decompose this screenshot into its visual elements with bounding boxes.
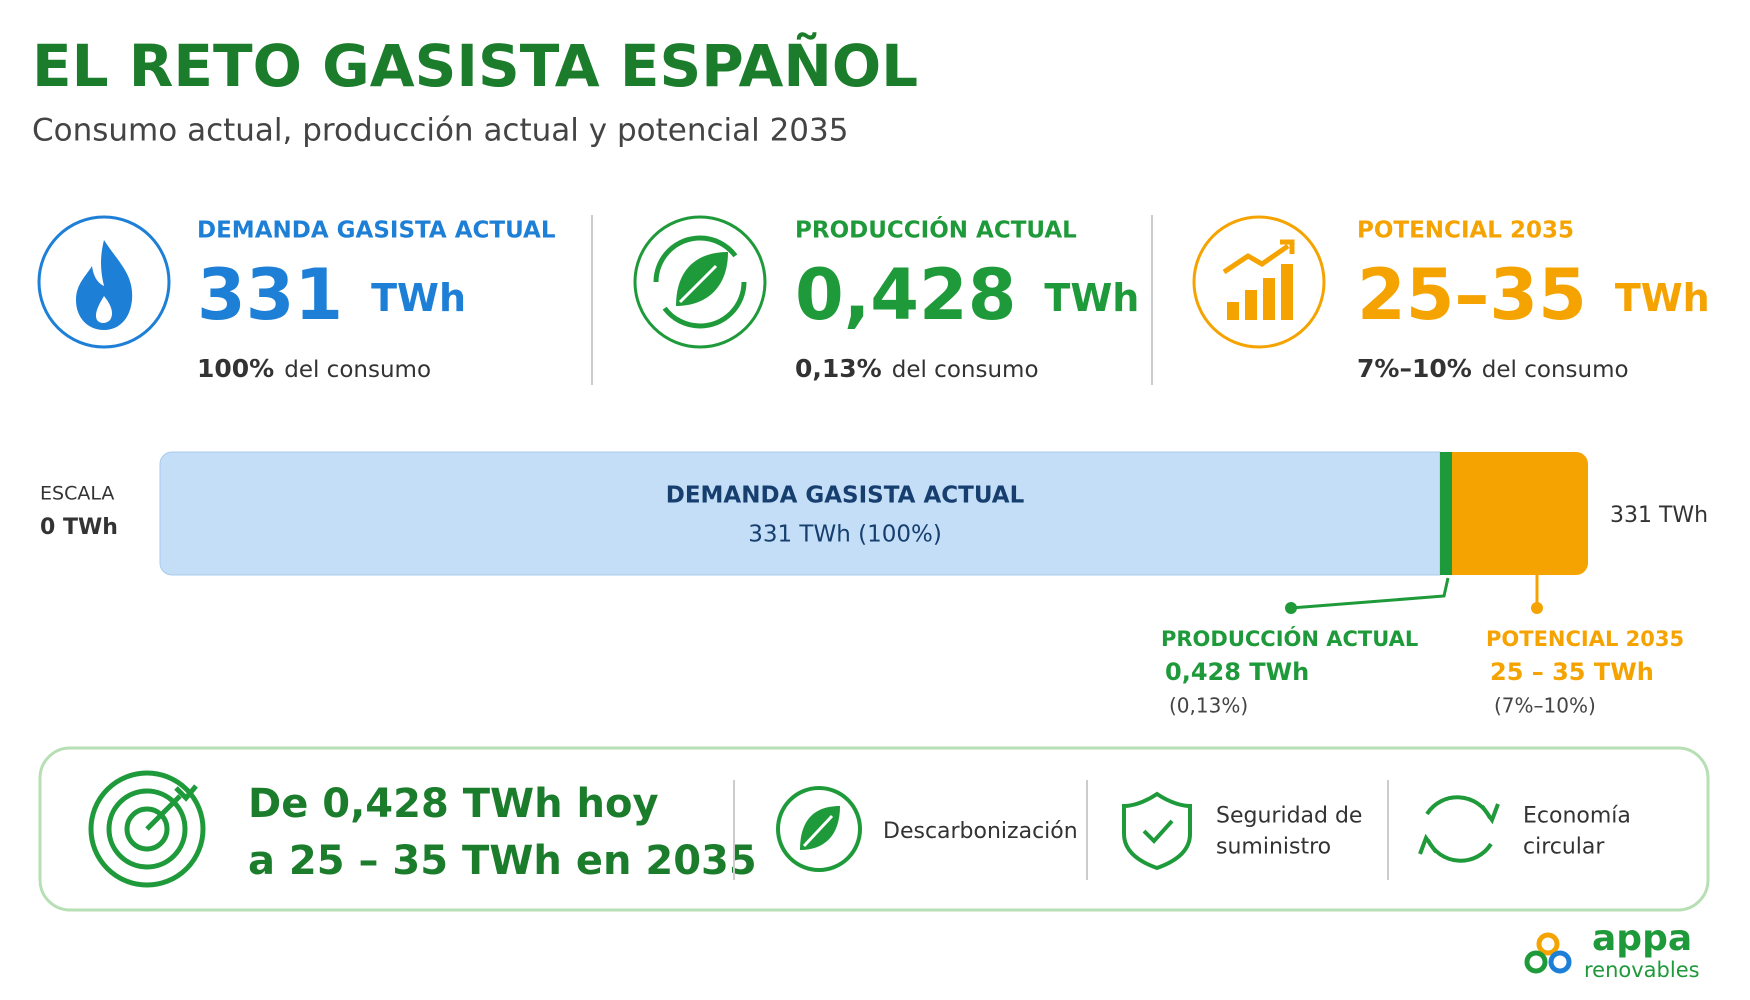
card-label: PRODUCCIÓN ACTUAL [795, 216, 1077, 244]
callout-dot [1531, 602, 1543, 614]
card-value-number: 331 [197, 254, 343, 336]
bar-production [1440, 452, 1452, 575]
card-value: 0,428 TWh [795, 254, 1139, 336]
recycle-icon [1418, 795, 1500, 863]
card-value: 331 TWh [197, 254, 466, 336]
card-share-number: 0,13% [795, 354, 882, 383]
card-share: 0,13% del consumo [795, 354, 1039, 383]
footer-box [38, 746, 1710, 912]
card-share-number: 7%–10% [1357, 354, 1472, 383]
card-share-text: del consumo [892, 357, 1039, 383]
leaf-icon [776, 786, 862, 872]
subtitle: Consumo actual, producción actual y pote… [32, 113, 848, 149]
scale-label: ESCALA [40, 483, 114, 505]
card-share-text: del consumo [284, 357, 431, 383]
callout-line [1290, 577, 1450, 610]
card-value-number: 0,428 [795, 254, 1016, 336]
callout-title: PRODUCCIÓN ACTUAL [1161, 626, 1418, 651]
growth-icon [1192, 215, 1326, 349]
scale-end: 331 TWh [1610, 503, 1708, 528]
card-share-text: del consumo [1482, 357, 1629, 383]
title: EL RETO GASISTA ESPAÑOL [32, 31, 918, 100]
shield-icon [1122, 791, 1192, 871]
card-unit: TWh [371, 276, 466, 320]
logo-sub: renovables [1584, 958, 1700, 982]
card-unit: TWh [1615, 276, 1710, 320]
callout-share: (0,13%) [1169, 694, 1248, 718]
callout-share: (7%–10%) [1494, 694, 1596, 718]
logo-mark [1524, 932, 1572, 974]
logo-name: appa [1592, 918, 1692, 959]
callout-title: POTENCIAL 2035 [1486, 627, 1684, 651]
bar-value: 331 TWh (100%) [748, 522, 942, 548]
benefit-text: suministro [1216, 835, 1331, 860]
leaf-cycle-icon [633, 215, 767, 349]
card-unit: TWh [1044, 276, 1139, 320]
callout-value: 25 – 35 TWh [1490, 658, 1654, 686]
card-share-number: 100% [197, 354, 274, 383]
card-value-number: 25–35 [1357, 254, 1587, 336]
card-label: POTENCIAL 2035 [1357, 218, 1574, 244]
benefit-text: Seguridad de [1216, 804, 1362, 829]
card-value: 25–35 TWh [1357, 254, 1710, 336]
card-share: 7%–10% del consumo [1357, 354, 1629, 383]
callout-dot [1285, 602, 1297, 614]
goal-line: a 25 – 35 TWh en 2035 [248, 838, 757, 884]
benefit-text: Economía [1523, 804, 1631, 829]
card-label: DEMANDA GASISTA ACTUAL [197, 218, 556, 244]
goal-line: De 0,428 TWh hoy [248, 781, 659, 827]
bar-demand [159, 451, 1441, 576]
callout-value: 0,428 TWh [1165, 658, 1309, 686]
scale-start: 0 TWh [40, 515, 118, 540]
card-share: 100% del consumo [197, 354, 431, 383]
target-icon [88, 770, 206, 888]
benefit-text: circular [1523, 835, 1605, 860]
flame-icon [37, 215, 171, 349]
bar-title: DEMANDA GASISTA ACTUAL [666, 483, 1025, 509]
benefit-text: Descarbonización [883, 819, 1078, 844]
